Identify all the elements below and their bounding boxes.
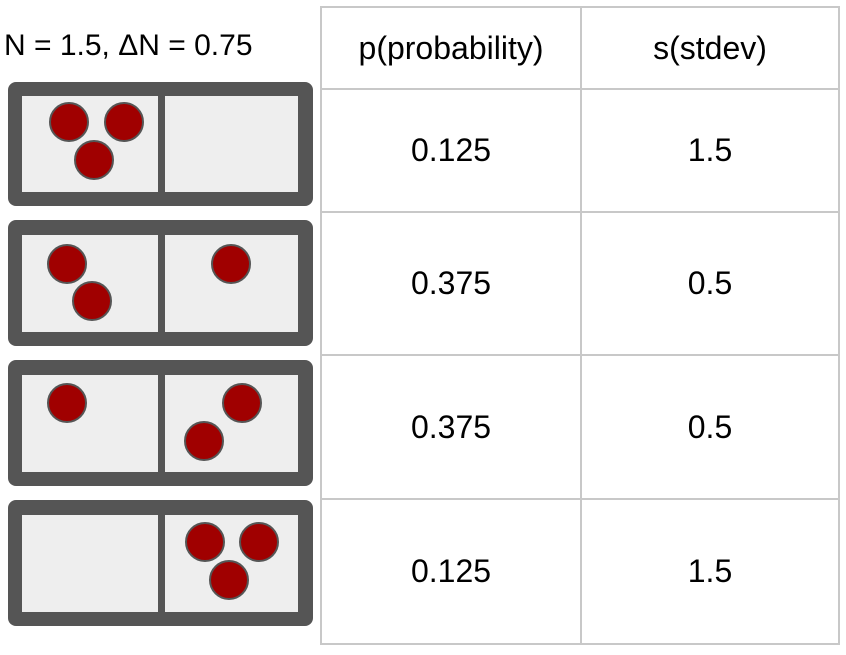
box-3 [8,360,313,486]
right-compartment [165,96,298,192]
header-label: N = 1.5, ΔN = 0.75 [4,29,253,62]
column-header-probability: p(probability) [320,6,582,90]
stdev-cell: 0.5 [580,354,840,500]
left-compartment [22,375,158,472]
ball [185,522,225,562]
ball [47,244,87,284]
stdev-cell: 1.5 [580,498,840,645]
table-row: 0.125 1.5 [320,498,840,645]
stdev-cell: 0.5 [580,211,840,356]
box-configurations [8,82,313,626]
box-2 [8,220,313,346]
probability-cell: 0.375 [320,211,582,356]
column-header-stdev: s(stdev) [580,6,840,90]
probability-cell: 0.125 [320,498,582,645]
box-4 [8,500,313,626]
ball [239,522,279,562]
ball [47,383,87,423]
ball [49,102,89,142]
ball [222,383,262,423]
probability-table: p(probability) s(stdev) 0.125 1.5 0.375 … [320,6,840,645]
ball [209,560,249,600]
probability-cell: 0.375 [320,354,582,500]
ball [74,140,114,180]
table-header-row: p(probability) s(stdev) [320,6,840,90]
stdev-cell: 1.5 [580,88,840,213]
table-row: 0.375 0.5 [320,211,840,356]
ball [184,421,224,461]
table-row: 0.125 1.5 [320,88,840,213]
box-1 [8,82,313,206]
table-row: 0.375 0.5 [320,354,840,500]
left-compartment [22,515,158,612]
ball [72,281,112,321]
probability-cell: 0.125 [320,88,582,213]
ball [104,102,144,142]
ball [211,244,251,284]
